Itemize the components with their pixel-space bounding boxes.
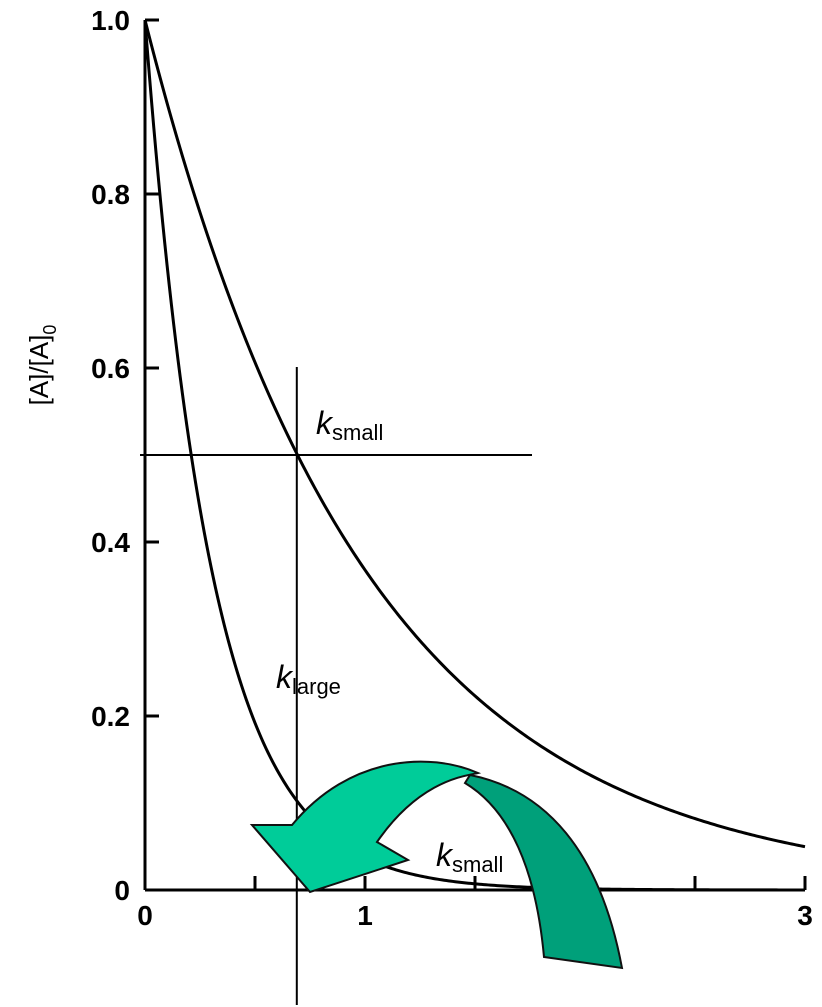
series-line-k-small [143,19,806,849]
label-k-small-bottom: ksmall [436,837,503,877]
label-k-large: klarge [276,659,341,699]
label-k-small-bottom-main: k [436,837,454,873]
y-tick-label: 0.4 [91,527,130,558]
x-tick-label: 1 [357,900,373,931]
label-k-large-main: k [276,659,294,695]
x-tick-label: 0 [137,900,153,931]
label-k-small-top-main: k [316,405,334,441]
y-axis-label: [A]/[A]0 [24,325,60,406]
curved-arrow-tail [463,773,624,970]
y-tick-label: 0.2 [91,701,130,732]
label-k-large-sub: large [292,674,341,699]
label-k-small-bottom-sub: small [452,852,503,877]
label-k-small-top-sub: small [332,420,383,445]
y-axis-label-subscript: 0 [40,325,60,335]
y-tick-label: 1.0 [91,5,130,36]
y-tick-label: 0 [114,875,130,906]
series-line-k-large [143,19,806,892]
y-tick-label: 0.6 [91,353,130,384]
curved-arrow-head [249,760,482,894]
x-tick-label: 3 [797,900,813,931]
label-k-small-top: ksmall [316,405,383,445]
curved-arrow-icon [249,760,624,970]
y-axis-label-main: [A]/[A] [24,335,54,406]
y-ticks: 0 0.2 0.4 0.6 0.8 1.0 [91,5,159,906]
y-tick-label: 0.8 [91,179,130,210]
